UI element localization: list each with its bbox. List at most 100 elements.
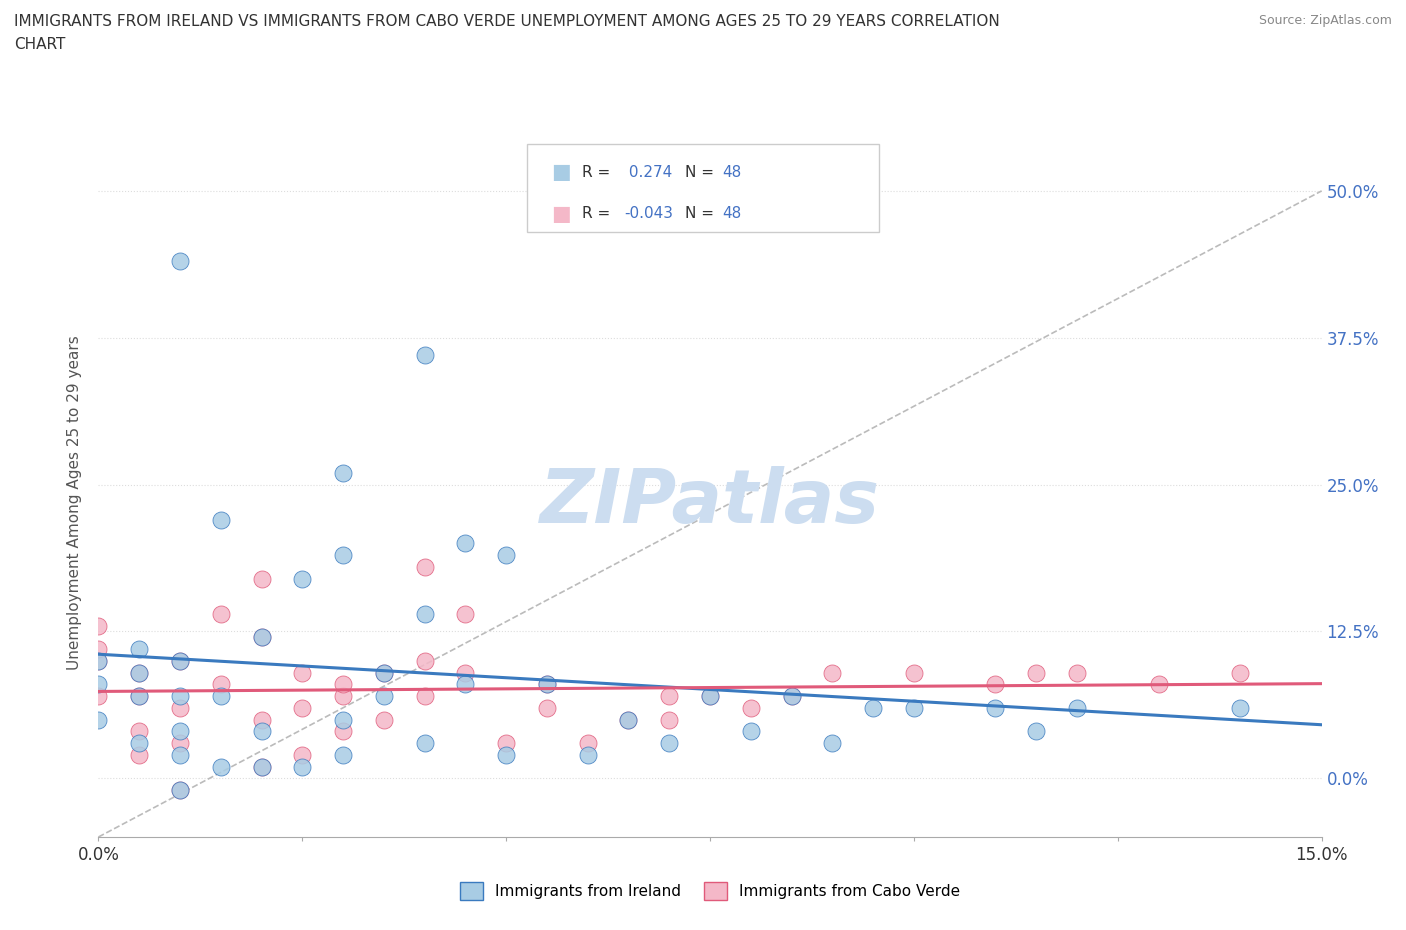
Point — [128, 665, 150, 680]
Point — [169, 654, 191, 669]
Point — [209, 606, 232, 621]
Y-axis label: Unemployment Among Ages 25 to 29 years: Unemployment Among Ages 25 to 29 years — [67, 335, 83, 670]
Point — [169, 736, 191, 751]
Point — [209, 688, 232, 703]
Text: R =: R = — [582, 206, 616, 221]
Point — [373, 665, 395, 680]
Point — [128, 642, 150, 657]
Point — [87, 712, 110, 727]
Point — [250, 724, 273, 738]
Point — [169, 688, 191, 703]
Point — [658, 712, 681, 727]
Point — [617, 712, 640, 727]
Point — [332, 677, 354, 692]
Point — [250, 712, 273, 727]
Point — [413, 559, 436, 574]
Text: ZIPatlas: ZIPatlas — [540, 466, 880, 538]
Text: IMMIGRANTS FROM IRELAND VS IMMIGRANTS FROM CABO VERDE UNEMPLOYMENT AMONG AGES 25: IMMIGRANTS FROM IRELAND VS IMMIGRANTS FR… — [14, 14, 1000, 29]
Point — [373, 665, 395, 680]
Point — [87, 654, 110, 669]
Point — [413, 606, 436, 621]
Point — [413, 348, 436, 363]
Point — [780, 688, 803, 703]
Text: R =: R = — [582, 165, 616, 179]
Text: N =: N = — [685, 206, 718, 221]
Point — [169, 782, 191, 797]
Text: ■: ■ — [551, 162, 571, 182]
Point — [413, 688, 436, 703]
Point — [821, 736, 844, 751]
Point — [1229, 665, 1251, 680]
Point — [87, 654, 110, 669]
Point — [413, 654, 436, 669]
Point — [250, 759, 273, 774]
Point — [291, 665, 314, 680]
Point — [495, 736, 517, 751]
Point — [332, 465, 354, 480]
Point — [291, 748, 314, 763]
Text: ■: ■ — [551, 204, 571, 224]
Point — [250, 571, 273, 586]
Point — [984, 677, 1007, 692]
Point — [87, 618, 110, 633]
Point — [209, 677, 232, 692]
Point — [169, 748, 191, 763]
Point — [454, 606, 477, 621]
Text: CHART: CHART — [14, 37, 66, 52]
Point — [536, 700, 558, 715]
Point — [862, 700, 884, 715]
Point — [332, 712, 354, 727]
Point — [780, 688, 803, 703]
Point — [984, 700, 1007, 715]
Point — [1229, 700, 1251, 715]
Point — [169, 254, 191, 269]
Point — [169, 724, 191, 738]
Point — [576, 748, 599, 763]
Point — [128, 748, 150, 763]
Point — [169, 782, 191, 797]
Point — [495, 548, 517, 563]
Legend: Immigrants from Ireland, Immigrants from Cabo Verde: Immigrants from Ireland, Immigrants from… — [454, 875, 966, 907]
Point — [1066, 700, 1088, 715]
Text: 48: 48 — [723, 206, 742, 221]
Point — [454, 536, 477, 551]
Point — [454, 677, 477, 692]
Point — [1066, 665, 1088, 680]
Point — [903, 665, 925, 680]
Text: Source: ZipAtlas.com: Source: ZipAtlas.com — [1258, 14, 1392, 27]
Point — [332, 748, 354, 763]
Point — [373, 712, 395, 727]
Point — [128, 736, 150, 751]
Point — [495, 748, 517, 763]
Point — [576, 736, 599, 751]
Point — [291, 759, 314, 774]
Point — [1025, 665, 1047, 680]
Point — [903, 700, 925, 715]
Point — [1025, 724, 1047, 738]
Point — [87, 642, 110, 657]
Text: 0.274: 0.274 — [624, 165, 672, 179]
Point — [536, 677, 558, 692]
Point — [128, 724, 150, 738]
Point — [617, 712, 640, 727]
Point — [821, 665, 844, 680]
Point — [699, 688, 721, 703]
Point — [87, 677, 110, 692]
Point — [250, 630, 273, 644]
Point — [250, 759, 273, 774]
Text: N =: N = — [685, 165, 718, 179]
Point — [536, 677, 558, 692]
Point — [87, 688, 110, 703]
Point — [169, 700, 191, 715]
Point — [250, 630, 273, 644]
Point — [1147, 677, 1170, 692]
Point — [332, 548, 354, 563]
Point — [332, 724, 354, 738]
Point — [128, 688, 150, 703]
Point — [209, 759, 232, 774]
Point — [740, 724, 762, 738]
Point — [373, 688, 395, 703]
Point — [291, 700, 314, 715]
Point — [658, 688, 681, 703]
Point — [169, 654, 191, 669]
